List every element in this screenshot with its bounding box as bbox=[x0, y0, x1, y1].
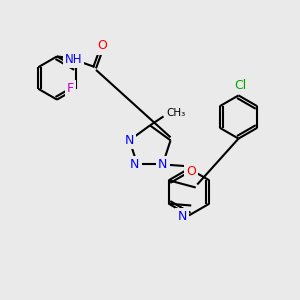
Text: CH₃: CH₃ bbox=[167, 107, 186, 118]
Text: N: N bbox=[158, 158, 167, 171]
Text: N: N bbox=[125, 134, 134, 147]
Text: O: O bbox=[97, 39, 107, 52]
Text: Cl: Cl bbox=[234, 79, 246, 92]
Text: N: N bbox=[130, 158, 140, 171]
Text: F: F bbox=[67, 82, 74, 95]
Text: NH: NH bbox=[65, 53, 82, 66]
Text: N: N bbox=[178, 210, 187, 223]
Text: O: O bbox=[186, 165, 196, 178]
